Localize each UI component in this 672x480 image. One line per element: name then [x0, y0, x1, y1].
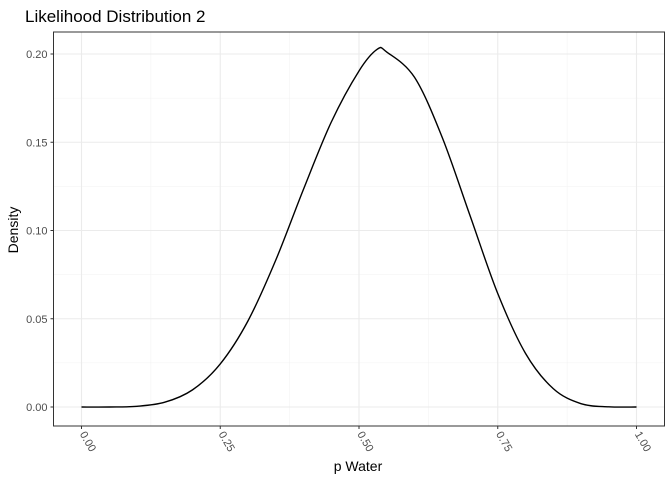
x-tick-label: 1.00 — [632, 430, 653, 455]
y-tick-label: 0.00 — [26, 402, 47, 414]
y-axis-title: Density — [5, 207, 21, 254]
y-tick-label: 0.20 — [26, 49, 47, 61]
y-tick-label: 0.10 — [26, 226, 47, 238]
x-tick-label: 0.00 — [77, 430, 98, 455]
x-tick-label: 0.75 — [493, 430, 514, 455]
y-tick-label: 0.15 — [26, 137, 47, 149]
x-tick-label: 0.50 — [354, 430, 375, 455]
density-curve-layer — [81, 46, 637, 408]
x-axis-title: p Water — [334, 458, 383, 474]
y-tick-label: 0.05 — [26, 314, 47, 326]
chart-title: Likelihood Distribution 2 — [25, 7, 206, 26]
x-tick-label: 0.25 — [216, 430, 237, 455]
grid-lines — [53, 32, 665, 426]
density-curve — [81, 46, 637, 408]
